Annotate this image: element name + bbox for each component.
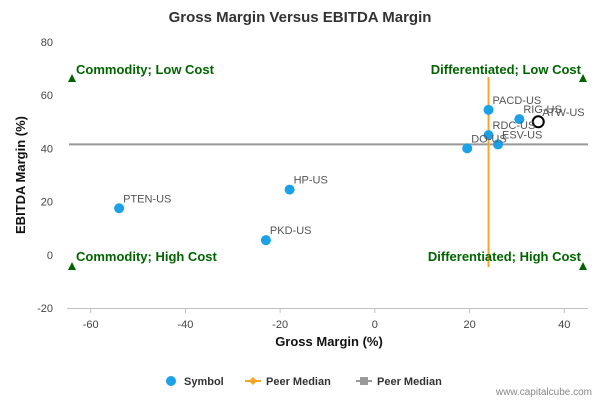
data-label-pten-us: PTEN-US	[123, 193, 171, 205]
legend-label: Peer Median	[266, 376, 331, 388]
credit-text: www.capitalcube.com	[495, 387, 592, 398]
data-point-rig-us[interactable]	[514, 114, 525, 125]
quadrant-marker-bottom-left	[68, 262, 76, 270]
data-point-hp-us[interactable]	[284, 184, 295, 195]
x-axis-title: Gross Margin (%)	[275, 334, 383, 349]
data-point-esv-us[interactable]	[493, 139, 504, 150]
legend-diamond-icon	[249, 377, 257, 385]
data-label-pkd-us: PKD-US	[270, 225, 312, 237]
legend-square-icon	[360, 377, 368, 385]
quadrant-label-top-right: Differentiated; Low Cost	[431, 62, 582, 77]
data-label-rdc-us: RDC-US	[493, 120, 536, 132]
legend-label: Symbol	[184, 376, 224, 388]
data-point-do-us[interactable]	[462, 143, 473, 154]
chart-title: Gross Margin Versus EBITDA Margin	[169, 9, 432, 26]
y-tick-label: 0	[47, 250, 53, 262]
legend-item-2[interactable]: Peer Median	[245, 376, 331, 388]
y-tick-label: 20	[41, 197, 53, 209]
data-label-atw-us: ATW-US	[542, 107, 584, 119]
x-tick-label: 0	[372, 319, 378, 331]
data-point-atw-us[interactable]	[531, 115, 545, 129]
x-tick-label: -40	[177, 319, 193, 331]
axes: -60 -40 -20 0 20 40 -20 0 20 40 60 80	[37, 37, 588, 331]
data-label-hp-us: HP-US	[294, 175, 328, 187]
legend-item-3[interactable]: Peer Median	[356, 376, 442, 388]
x-tick-label: 20	[463, 319, 475, 331]
data-point-rdc-us[interactable]	[483, 130, 494, 141]
y-tick-label: 80	[41, 37, 53, 49]
quadrant-marker-top-right	[579, 74, 587, 82]
legend-item-1[interactable]: Symbol	[166, 376, 224, 388]
data-label-esv-us: ESV-US	[502, 129, 542, 141]
x-tick-label: -60	[83, 319, 99, 331]
y-axis-title: EBITDA Margin (%)	[13, 116, 28, 234]
quadrant-marker-top-left	[68, 74, 76, 82]
data-point-pten-us[interactable]	[114, 203, 125, 214]
x-tick-label: 40	[558, 319, 570, 331]
quadrant-labels: Commodity; Low Cost Differentiated; Low C…	[68, 62, 587, 270]
y-tick-label: 40	[41, 143, 53, 155]
legend-label: Peer Median	[377, 376, 442, 388]
legend-symbol-icon	[166, 376, 176, 386]
data-label-pacd-us: PACD-US	[493, 95, 542, 107]
data-point-pkd-us[interactable]	[260, 235, 271, 246]
y-tick-label: 60	[41, 90, 53, 102]
quadrant-marker-bottom-right	[579, 262, 587, 270]
quadrant-label-bottom-right: Differentiated; High Cost	[428, 249, 582, 264]
y-tick-label: -20	[37, 303, 53, 315]
quadrant-label-top-left: Commodity; Low Cost	[76, 62, 215, 77]
data-point-pacd-us[interactable]	[483, 104, 494, 115]
data-label-do-us: DO-US	[471, 133, 506, 145]
x-tick-label: -20	[272, 319, 288, 331]
legend[interactable]: Symbol Peer Median Peer Median	[166, 376, 442, 388]
quadrant-label-bottom-left: Commodity; High Cost	[76, 249, 217, 264]
data-label-rig-us: RIG-US	[523, 104, 562, 116]
